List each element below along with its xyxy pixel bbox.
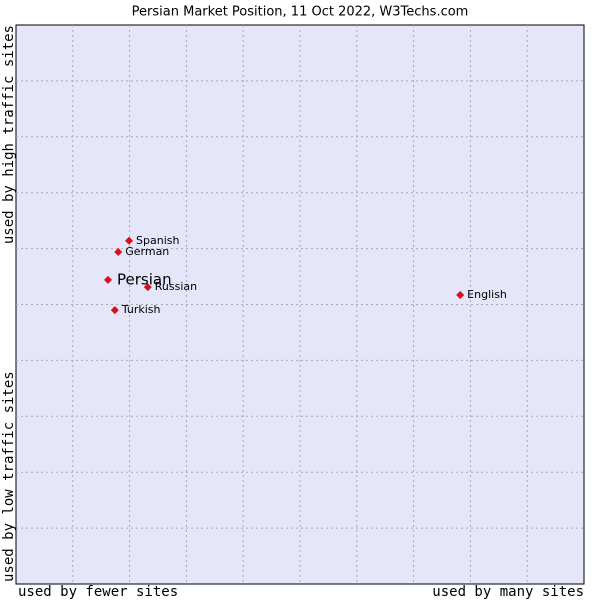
point-label: English — [467, 288, 507, 301]
x-label-high: used by many sites — [432, 584, 584, 600]
point-label: Spanish — [136, 234, 179, 247]
point — [456, 290, 465, 299]
point-label: Turkish — [121, 303, 161, 316]
point-label: Russian — [155, 280, 197, 293]
point — [110, 306, 119, 315]
point-label: German — [125, 245, 169, 258]
point — [114, 247, 123, 256]
x-label-low: used by fewer sites — [18, 584, 178, 600]
highlight-label: Persian — [117, 270, 172, 288]
point — [143, 283, 152, 292]
chart-title: Persian Market Position, 11 Oct 2022, W3… — [132, 5, 469, 20]
y-label-high: used by high traffic sites — [1, 25, 17, 244]
y-label-low: used by low traffic sites — [1, 371, 17, 582]
point — [125, 236, 134, 245]
point — [104, 275, 113, 284]
